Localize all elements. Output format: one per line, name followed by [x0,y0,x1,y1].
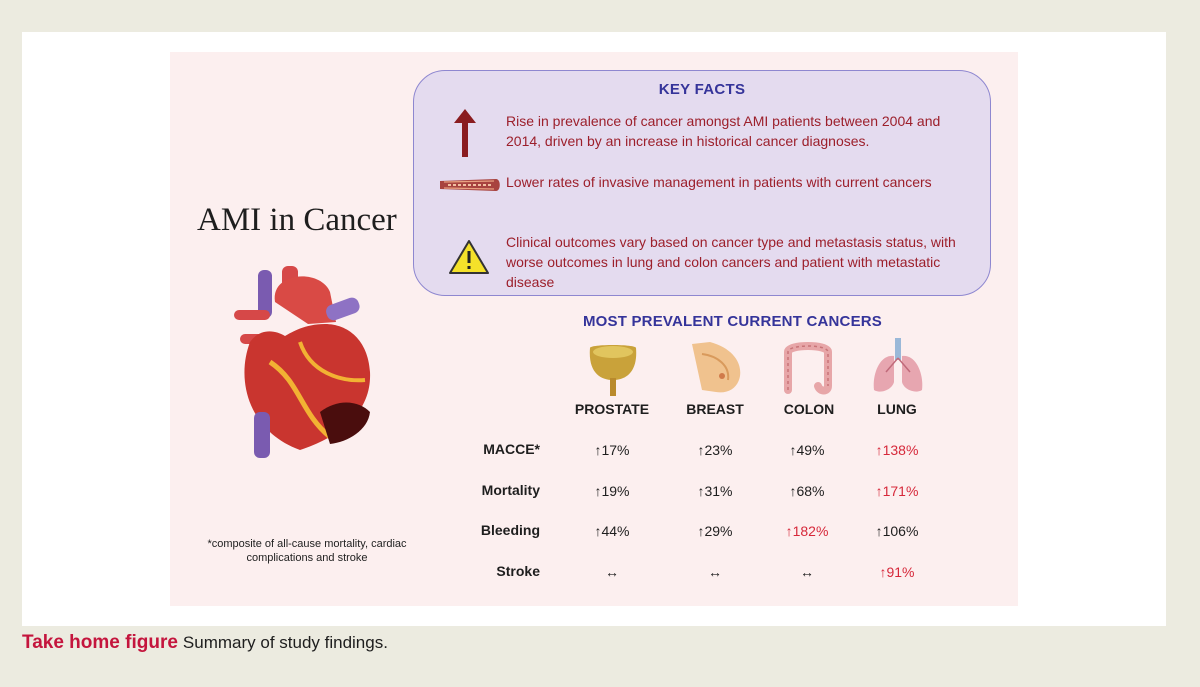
key-facts-heading: KEY FACTS [658,81,746,98]
heart-icon [234,266,371,458]
prostate-icon [589,345,637,396]
figure-title: AMI in Cancer [197,202,397,238]
table-cell: ↑68% [789,483,825,499]
caption-label: Take home figure [22,632,178,653]
key-fact-3: Clinical outcomes vary based on cancer t… [506,234,956,290]
column-header-breast: BREAST [686,401,744,417]
table-cell: ↑182% [785,523,829,539]
key-fact-2: Lower rates of invasive management in pa… [506,174,932,190]
figure-caption: Take home figure Summary of study finding… [22,632,388,654]
table-cell: ↑19% [594,483,630,499]
table-cell: ↑23% [697,442,733,458]
warning-icon [449,240,489,274]
cancers-heading: MOST PREVALENT CURRENT CANCERS [582,313,883,330]
table-cell: ↔ [800,564,814,580]
table-cell: ↑171% [875,483,919,499]
artery-icon [440,179,500,191]
table-cell: ↑44% [594,523,630,539]
table-cell: ↑17% [594,442,630,458]
table-cell: ↑31% [697,483,733,499]
row-label-macce: MACCE* [483,441,540,457]
lung-icon [873,338,923,392]
key-facts-box: KEY FACTS Rise in prevalence of cancer a… [413,70,991,296]
colon-icon [784,342,832,395]
table-cell: ↔ [708,564,722,580]
column-header-colon: COLON [783,401,835,417]
footnote: *composite of all-cause mortality, cardi… [207,538,407,564]
row-label-stroke: Stroke [496,563,540,579]
table-cell: ↑138% [875,442,919,458]
key-fact-1: Rise in prevalence of cancer amongst AMI… [506,113,941,149]
column-header-prostate: PROSTATE [574,401,650,417]
row-label-bleeding: Bleeding [480,522,540,538]
caption-text: Summary of study findings. [182,633,388,652]
table-cell: ↑106% [875,523,919,539]
up-arrow-icon [454,109,476,157]
table-cell: ↔ [605,564,619,580]
column-header-lung: LUNG [877,401,917,417]
table-cell: ↑91% [879,564,915,580]
table-cell: ↑29% [697,523,733,539]
table-cell: ↑49% [789,442,825,458]
row-label-mortality: Mortality [481,482,540,498]
breast-icon [692,342,741,393]
